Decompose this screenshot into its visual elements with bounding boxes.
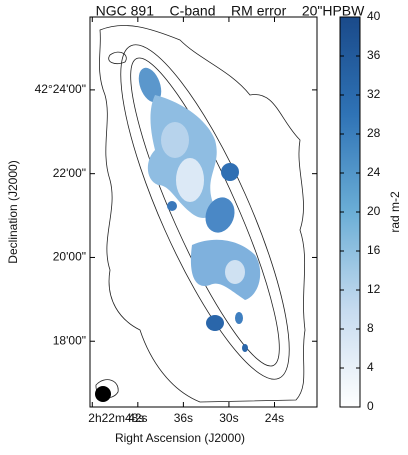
colorbar-tick-label: 4 xyxy=(367,360,374,374)
colorbar-tick-label: 40 xyxy=(367,9,381,23)
colorbar-tick-label: 32 xyxy=(367,87,381,101)
beam xyxy=(95,386,111,402)
chart-title: NGC 891 C-band RM error 20"HPBW xyxy=(96,3,366,19)
x-axis-label: Right Ascension (J2000) xyxy=(115,431,245,445)
colorbar-tick-label: 8 xyxy=(367,321,374,335)
x-tick-label: 2h22m48s xyxy=(88,411,144,425)
colorbar-tick-label: 36 xyxy=(367,48,381,62)
y-tick-label: 18'00" xyxy=(53,333,86,347)
y-tick-label: 42°24'00" xyxy=(35,82,86,96)
x-tick-label: 42s xyxy=(128,411,147,425)
colorbar-tick-label: 20 xyxy=(367,204,381,218)
colorbar-tick-label: 0 xyxy=(367,399,374,413)
x-tick-label: 36s xyxy=(174,411,193,425)
rm-error-map xyxy=(138,67,261,352)
colorbar-label: rad m-2 xyxy=(388,191,402,233)
x-tick-label: 30s xyxy=(219,411,238,425)
x-tick-label: 24s xyxy=(265,411,284,425)
y-tick-label: 22'00" xyxy=(53,166,86,180)
y-tick-label: 20'00" xyxy=(53,250,86,264)
y-axis-label: Declination (J2000) xyxy=(6,160,20,263)
colorbar-tick-label: 12 xyxy=(367,282,381,296)
colorbar-tick-label: 24 xyxy=(367,165,381,179)
contours xyxy=(95,25,306,403)
colorbar-tick-label: 28 xyxy=(367,126,381,140)
colorbar-tick-label: 16 xyxy=(367,243,381,257)
